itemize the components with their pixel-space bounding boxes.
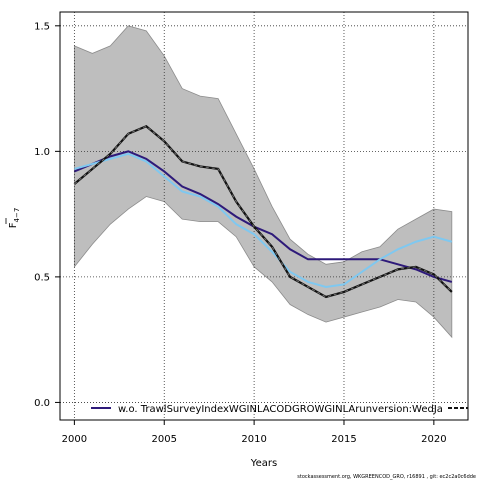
x-axis-title: Years [250, 458, 277, 469]
legend: w.o. TrawlSurveyIndexWGINLACODGROWGINLAr… [91, 404, 468, 415]
axes: 2000 2005 2010 2015 2020 0.0 0.5 1.0 1.5 [34, 21, 446, 445]
y-axis-title: F4−7 [5, 208, 21, 229]
confidence-band-area [73, 25, 453, 339]
y-axis-title-main: F [8, 222, 19, 228]
y-axis-title-sub: 4−7 [13, 208, 21, 223]
series-line-retrospective-run [74, 152, 453, 288]
x-tick-label-2020: 2020 [421, 434, 446, 445]
confidence-band [73, 25, 453, 339]
x-tick-label-2015: 2015 [331, 434, 356, 445]
svg-text:F4−7: F4−7 [8, 208, 21, 229]
series-line-base-run [73, 150, 453, 283]
y-tick-label-0: 0.0 [34, 398, 50, 409]
series-line-leave-out-run-base [73, 124, 453, 299]
legend-label: w.o. TrawlSurveyIndexWGINLACODGROWGINLAr… [118, 404, 443, 415]
footnote: stockassessment.org, WKGREENCOD_GRO, r16… [297, 474, 476, 480]
y-tick-label-0.5: 0.5 [34, 272, 50, 283]
x-tick-label-2000: 2000 [62, 434, 87, 445]
series-lines [73, 124, 453, 299]
y-tick-label-1: 1.0 [34, 147, 50, 158]
x-tick-label-2005: 2005 [152, 434, 177, 445]
y-tick-label-1.5: 1.5 [34, 21, 50, 32]
plot-frame [59, 11, 469, 421]
x-tick-label-2010: 2010 [241, 434, 266, 445]
grid-lines [60, 12, 468, 420]
